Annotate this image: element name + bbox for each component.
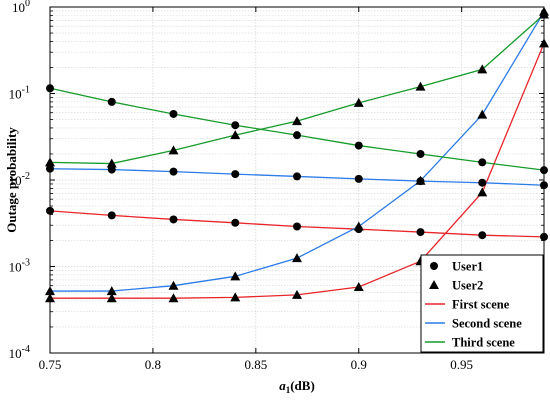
data-point-second-scene-user1 — [293, 172, 301, 181]
data-point-second-scene-user1 — [231, 170, 240, 179]
data-point-third-scene-user2 — [353, 97, 364, 107]
legend-label-second-scene: Second scene — [452, 317, 522, 331]
data-point-third-scene-user1 — [293, 131, 301, 140]
data-point-first-scene-user1 — [478, 231, 487, 240]
data-point-second-scene-user1 — [169, 167, 178, 176]
x-tick-label: 0.75 — [39, 357, 62, 372]
data-point-second-scene-user1 — [354, 174, 363, 183]
y-tick-label: 100 — [12, 0, 30, 15]
data-point-third-scene-user1 — [231, 121, 240, 130]
data-point-third-scene-user1 — [169, 109, 178, 118]
legend-marker-user2 — [429, 280, 439, 289]
data-point-first-scene-user1 — [416, 228, 425, 237]
data-point-third-scene-user2 — [415, 81, 426, 91]
x-tick-label: 0.9 — [351, 357, 367, 372]
legend-marker-user1 — [430, 262, 438, 270]
x-tick-label: 0.85 — [244, 357, 267, 372]
y-tick-label: 10-2 — [9, 171, 30, 188]
data-point-second-scene-user1 — [478, 178, 487, 187]
y-tick-label: 10-3 — [9, 258, 30, 275]
data-point-first-scene-user2 — [353, 281, 364, 291]
data-point-second-scene-user1 — [107, 165, 116, 174]
data-point-third-scene-user2 — [168, 145, 179, 155]
x-tick-label: 0.95 — [450, 357, 473, 372]
y-tick-label: 10-4 — [9, 344, 30, 361]
y-tick-label: 10-1 — [9, 85, 30, 102]
data-point-third-scene-user1 — [107, 97, 116, 106]
data-point-third-scene-user1 — [416, 149, 425, 158]
data-point-second-scene-user2 — [106, 286, 117, 296]
data-point-second-scene-user2 — [353, 221, 364, 231]
data-point-second-scene-user2 — [477, 109, 488, 119]
x-axis-label: a1(dB) — [279, 378, 315, 395]
data-point-third-scene-user2 — [292, 116, 302, 126]
legend-label-third-scene: Third scene — [452, 336, 515, 350]
axis-ticks: 0.75 0.8 0.85 0.9 0.95 10-4 10-3 10-2 10-1 100 — [9, 0, 544, 372]
legend-label-user2: User2 — [452, 279, 483, 293]
data-point-first-scene-user2 — [292, 289, 302, 299]
data-point-third-scene-user1 — [354, 141, 363, 150]
x-tick-label: 0.8 — [145, 357, 161, 372]
y-axis-label: Outage probability — [4, 127, 19, 233]
data-point-first-scene-user2 — [168, 293, 179, 303]
x-axis-label-subscript: 1 — [286, 385, 291, 395]
x-axis-label-unit: (dB) — [290, 378, 315, 393]
x-axis-label-variable: a — [279, 378, 286, 393]
data-point-first-scene-user1 — [293, 222, 301, 231]
data-point-third-scene-user2 — [477, 64, 488, 74]
data-point-second-scene-user2 — [230, 271, 241, 281]
data-point-first-scene-user2 — [230, 292, 241, 302]
data-point-third-scene-user2 — [106, 158, 117, 168]
data-point-second-scene-user2 — [415, 175, 426, 185]
data-point-second-scene-user2 — [168, 280, 179, 290]
series-markers — [45, 6, 549, 303]
data-point-second-scene-user2 — [292, 253, 302, 263]
data-point-first-scene-user2 — [106, 293, 117, 303]
data-point-third-scene-user1 — [478, 158, 487, 167]
data-point-first-scene-user1 — [107, 211, 116, 220]
data-point-third-scene-user2 — [230, 130, 241, 140]
data-point-first-scene-user1 — [231, 218, 240, 227]
data-point-first-scene-user2 — [477, 187, 488, 197]
legend: User1 User2 First scene Second scene Third s… — [420, 254, 544, 353]
legend-label-first-scene: First scene — [452, 298, 510, 312]
data-point-first-scene-user1 — [169, 215, 178, 224]
legend-label-user1: User1 — [452, 260, 483, 274]
